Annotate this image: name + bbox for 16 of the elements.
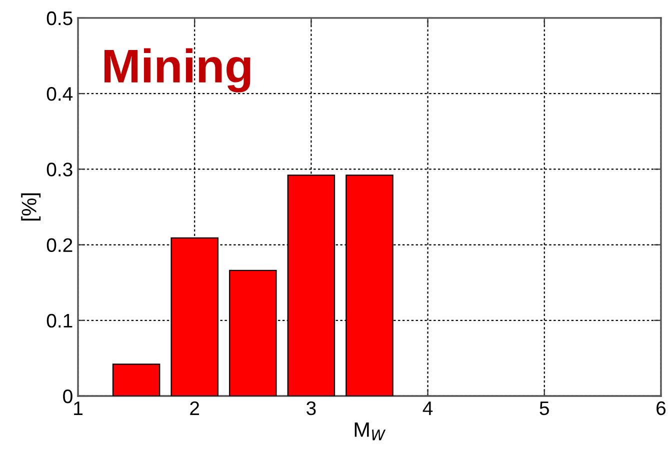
y-tick-label: 0.2 — [46, 238, 72, 252]
y-tick-label: 0.5 — [46, 11, 72, 26]
x-axis-title: M$_{W}$ — [354, 422, 386, 440]
y-axis-title: [%] — [21, 193, 41, 221]
y-tick-label: 0.1 — [46, 314, 72, 328]
bar — [112, 364, 160, 396]
y-tick-label: 0.3 — [46, 162, 72, 176]
x-tick-label: 5 — [540, 402, 549, 416]
text: Mining — [104, 48, 250, 92]
y-tick-label: 0.4 — [46, 87, 73, 101]
x-tick-label: 1 — [74, 402, 82, 415]
x-tick-label: 6 — [656, 401, 666, 416]
x-tick-label: 3 — [306, 401, 316, 416]
x-tick-label: 4 — [422, 402, 433, 415]
x-tick-label: 2 — [190, 401, 200, 415]
y-tick-label: 0 — [63, 389, 72, 404]
